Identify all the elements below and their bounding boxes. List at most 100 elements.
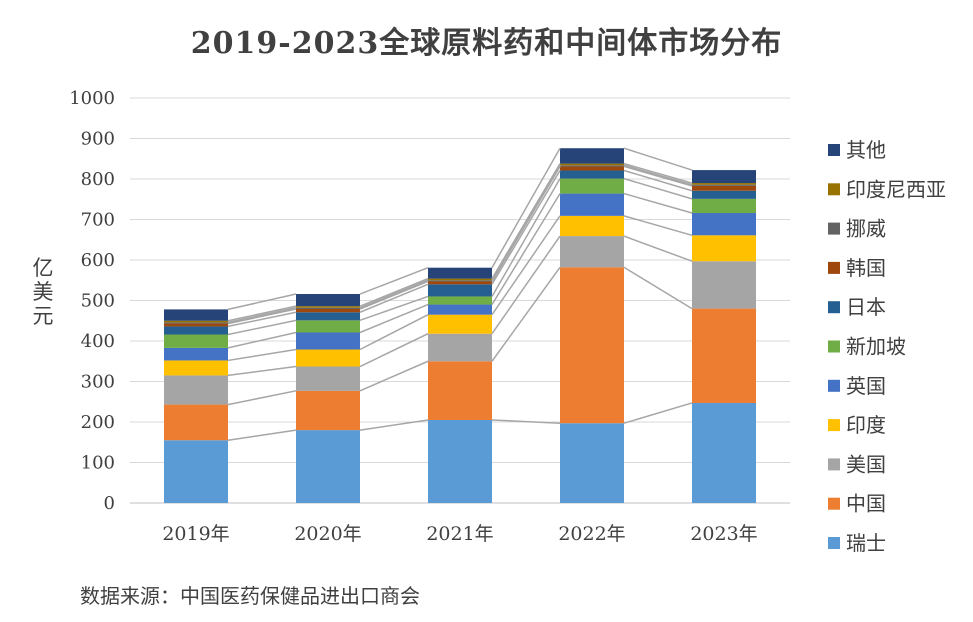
series-line <box>227 307 297 324</box>
bar-segment <box>692 170 756 184</box>
bar-segment <box>560 193 624 216</box>
legend-swatch <box>828 301 840 314</box>
chart-title: 2019-2023全球原料药和中间体市场分布 <box>190 26 783 61</box>
series-line <box>359 283 429 313</box>
bar-segment <box>560 148 624 164</box>
series-line <box>491 147 561 269</box>
series-line <box>623 402 693 424</box>
bar-segment <box>560 170 624 179</box>
bar-segment <box>164 404 228 441</box>
y-tick-label: 400 <box>81 331 115 352</box>
y-tick-label: 200 <box>81 412 115 433</box>
bar-segment <box>296 332 360 350</box>
bar-segment <box>560 236 624 268</box>
bar-segment <box>428 281 492 285</box>
series-line <box>359 360 429 392</box>
bar-segment <box>692 198 756 214</box>
bar-segment <box>692 261 756 309</box>
series-line <box>623 162 693 184</box>
series-line <box>227 305 297 322</box>
legend-swatch <box>828 419 840 432</box>
series-line <box>359 419 429 431</box>
bar-segment <box>164 334 228 348</box>
series-line <box>623 169 693 192</box>
bar-segment <box>164 320 228 323</box>
bar-segment <box>164 360 228 376</box>
y-tick-label: 100 <box>81 453 115 474</box>
bar-segment <box>428 280 492 282</box>
series-line <box>491 164 561 281</box>
legend-swatch <box>828 261 840 274</box>
bar-segment <box>692 183 756 185</box>
legend-label: 英国 <box>846 374 886 398</box>
bar-segment <box>296 390 360 431</box>
bar-segment <box>692 402 756 503</box>
series-line <box>359 277 429 307</box>
bar-segment <box>692 184 756 186</box>
legend-swatch <box>828 340 840 353</box>
y-tick-label: 0 <box>104 493 115 514</box>
y-tick-label: 700 <box>81 210 115 231</box>
bar-segment <box>560 166 624 171</box>
y-tick-label: 900 <box>81 129 115 150</box>
bar-segment <box>296 294 360 307</box>
bar-segment <box>560 178 624 194</box>
legend-swatch <box>828 537 840 549</box>
series-line <box>359 266 429 295</box>
legend-swatch <box>828 497 840 510</box>
y-axis-label: 元 <box>33 304 54 328</box>
series-line <box>623 266 693 310</box>
bar-segment <box>560 267 624 424</box>
bar-segment <box>164 347 228 361</box>
series-line <box>227 390 297 406</box>
series-line <box>227 365 297 377</box>
x-tick-label: 2021年 <box>426 523 493 545</box>
series-line <box>359 314 429 351</box>
bar-segment <box>428 419 492 503</box>
legend-label: 日本 <box>846 295 886 319</box>
series-line <box>227 293 297 311</box>
bar-segment <box>164 375 228 405</box>
series-line <box>359 279 429 309</box>
bar-segment <box>164 309 228 321</box>
y-tick-label: 1000 <box>69 88 115 109</box>
bar-segment <box>296 312 360 321</box>
y-tick-label: 500 <box>81 291 115 312</box>
series-line <box>491 193 561 305</box>
series-line <box>491 235 561 335</box>
series-line <box>623 235 693 262</box>
series-line <box>623 164 693 186</box>
legend-label: 新加坡 <box>846 335 906 359</box>
legend-swatch <box>828 144 840 156</box>
bar-segment <box>428 296 492 305</box>
series-line <box>227 308 297 325</box>
bar-segment <box>164 326 228 335</box>
legend-label: 印度 <box>846 413 886 437</box>
series-line <box>491 419 561 424</box>
bar-segment <box>296 307 360 310</box>
bar-segment <box>428 333 492 362</box>
legend-label: 瑞士 <box>846 531 886 555</box>
series-line <box>359 280 429 310</box>
bar-segment <box>692 213 756 236</box>
legend-label: 印度尼西亚 <box>846 177 946 201</box>
bar-segment <box>560 163 624 166</box>
legend-label: 挪威 <box>846 217 886 241</box>
x-tick-label: 2022年 <box>558 523 625 545</box>
y-tick-label: 800 <box>81 169 115 190</box>
x-tick-label: 2023年 <box>690 523 757 545</box>
bar-segment <box>164 322 228 324</box>
bar-segment <box>428 278 492 281</box>
series-line <box>359 303 429 334</box>
bar-segment <box>692 185 756 191</box>
series-line <box>227 348 297 362</box>
y-axis-label: 亿 <box>33 256 54 280</box>
series-line <box>227 331 297 349</box>
series-line <box>359 295 429 322</box>
x-tick-label: 2020年 <box>294 523 361 545</box>
bar-segment <box>296 309 360 313</box>
series-line <box>359 333 429 368</box>
series-line <box>491 178 561 297</box>
bar-segment <box>560 423 624 503</box>
